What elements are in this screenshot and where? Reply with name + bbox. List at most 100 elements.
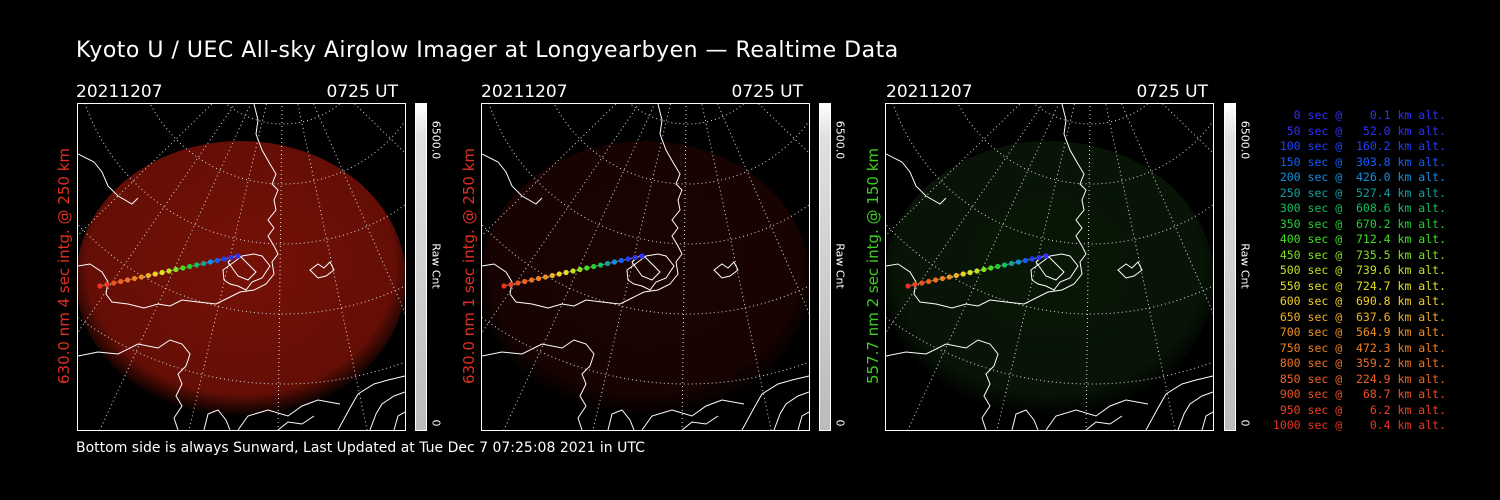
panel-1-map (78, 104, 405, 430)
trajectory-point (97, 283, 103, 289)
coastline (886, 339, 999, 430)
trajectory-point (639, 253, 645, 259)
trajectory-point (1043, 253, 1049, 259)
trajectory-point (542, 274, 548, 280)
panel-3-scale-min: 0 (1238, 419, 1252, 427)
page-title: Kyoto U / UEC All-sky Airglow Imager at … (76, 38, 899, 63)
legend-row: 200 sec @ 426.0 km alt. (1272, 170, 1446, 184)
trajectory-point (152, 271, 158, 277)
trajectory-point (981, 266, 987, 273)
trajectory-point (529, 277, 535, 283)
trajectory-point (180, 265, 186, 271)
coastline (713, 261, 739, 279)
legend-row: 950 sec @ 6.2 km alt. (1272, 402, 1446, 417)
meridian-line (907, 104, 1060, 430)
coastline (237, 399, 341, 430)
coastline (1030, 253, 1079, 291)
trajectory-point (604, 260, 611, 267)
trajectory-point (591, 263, 597, 270)
trajectory-point (632, 254, 638, 261)
trajectory-point (522, 278, 528, 285)
legend-row: 1000 sec @ 0.4 km alt. (1272, 418, 1446, 432)
trajectory-point (912, 281, 918, 288)
panel-1-wavelength-label: 630.0 nm 4 sec intg. @ 250 km (55, 147, 73, 385)
legend-row: 850 sec @ 224.9 km alt. (1272, 371, 1446, 386)
trajectory-point (919, 280, 925, 286)
trajectory-point (1002, 262, 1008, 268)
trajectory-point (1022, 257, 1028, 264)
trajectory-point (926, 278, 932, 285)
trajectory-point (173, 266, 179, 273)
coastline (482, 104, 683, 309)
meridian-line (99, 104, 252, 430)
coastline (482, 153, 543, 205)
legend-row: 800 sec @ 359.2 km alt. (1272, 356, 1446, 370)
coastline (1145, 375, 1213, 430)
panel-2-colorbar (819, 103, 831, 431)
coastline (222, 253, 271, 291)
trajectory-point (187, 263, 193, 270)
trajectory-point (953, 272, 959, 279)
panel-1-scale-unit: Raw Cnt (429, 243, 443, 289)
trajectory-point (501, 283, 507, 289)
legend-row: 300 sec @ 608.6 km alt. (1272, 201, 1446, 215)
coastline (1085, 415, 1123, 430)
trajectory-point (214, 257, 220, 264)
trajectory-point (138, 274, 144, 280)
coastline (741, 375, 809, 430)
footer-note: Bottom side is always Sunward, Last Upda… (76, 440, 645, 456)
trajectory-point (1008, 260, 1015, 267)
coastline (886, 153, 947, 205)
panel-2-map (482, 104, 809, 430)
coastline (1011, 409, 1039, 430)
panel-2-date: 20211207 (481, 82, 568, 102)
legend-row: 250 sec @ 527.4 km alt. (1272, 185, 1446, 200)
trajectory-altitude-legend: 0 sec @ 0.1 km alt. 50 sec @ 52.0 km alt… (1268, 108, 1446, 434)
trajectory-point (946, 274, 952, 280)
meridian-line (354, 104, 405, 154)
coastline (607, 409, 635, 430)
meridian-line (277, 104, 283, 430)
legend-row: 0 sec @ 0.1 km alt. (1272, 108, 1446, 122)
coastline (797, 411, 809, 430)
trajectory-point (618, 257, 624, 264)
trajectory-point (598, 262, 604, 268)
meridian-line (78, 104, 213, 236)
coastline (641, 399, 745, 430)
coastline (337, 375, 405, 430)
coastline (309, 261, 335, 279)
legend-row: 700 sec @ 564.9 km alt. (1272, 325, 1446, 339)
trajectory-point (563, 269, 569, 276)
trajectory-point (549, 272, 555, 279)
panel-3-scale-max: 6500.0 (1238, 120, 1252, 160)
legend-row: 600 sec @ 690.8 km alt. (1272, 294, 1446, 308)
legend-row: 900 sec @ 68.7 km alt. (1272, 387, 1446, 401)
panel-1-scale-min: 0 (429, 419, 443, 427)
coastline (369, 391, 405, 430)
panel-3-time: 0725 UT (1136, 82, 1209, 102)
coastline (1117, 261, 1143, 279)
trajectory-point (905, 283, 911, 289)
trajectory-point (1036, 254, 1042, 261)
panel-3-scale-unit: Raw Cnt (1238, 243, 1252, 289)
trajectory-point (988, 265, 994, 271)
trajectory-point (228, 254, 234, 261)
trajectory-point (611, 259, 617, 265)
coastline (1177, 391, 1213, 430)
coastline (886, 104, 1087, 309)
legend-row: 150 sec @ 303.8 km alt. (1272, 154, 1446, 169)
legend-row: 100 sec @ 160.2 km alt. (1272, 139, 1446, 153)
meridian-line (1162, 104, 1213, 154)
coastline (773, 391, 809, 430)
trajectory-point (131, 275, 138, 282)
meridian-line (886, 104, 1021, 236)
trajectory-point (577, 266, 583, 273)
airglow-disc (78, 141, 405, 417)
meridian-line (681, 104, 687, 430)
coastline (277, 415, 315, 430)
trajectory-point (570, 268, 576, 274)
trajectory-point (535, 275, 542, 282)
panel-3-colorbar (1224, 103, 1236, 431)
trajectory-point (159, 269, 165, 276)
legend-row: 50 sec @ 52.0 km alt. (1272, 123, 1446, 138)
